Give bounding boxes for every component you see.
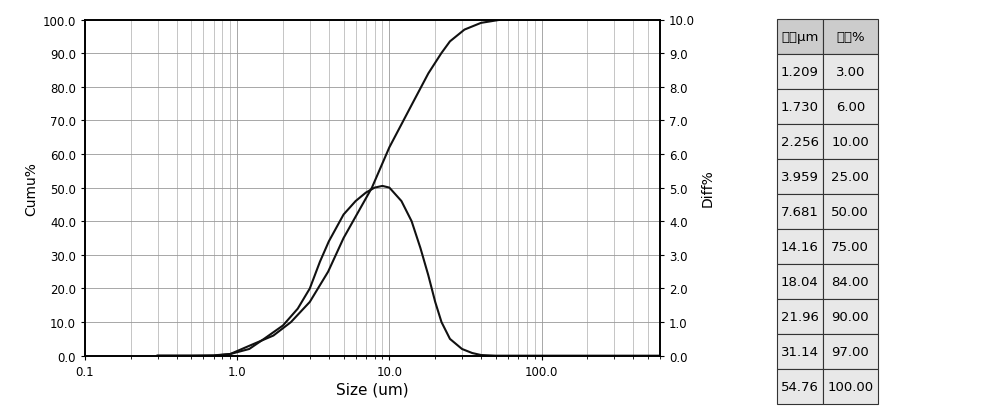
X-axis label: Size (um): Size (um) — [336, 382, 409, 397]
Y-axis label: Cumu%: Cumu% — [24, 161, 38, 215]
Y-axis label: Diff%: Diff% — [701, 169, 715, 207]
